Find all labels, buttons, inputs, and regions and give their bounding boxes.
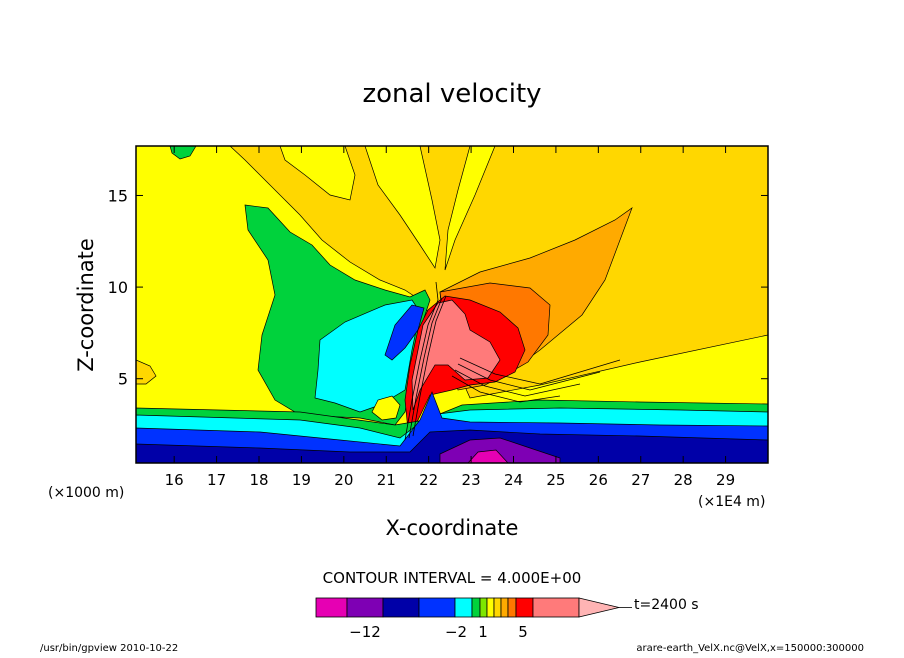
y-tick-label: 5 <box>118 370 128 389</box>
colorbar: −12 −2 1 5 <box>315 597 632 641</box>
band-magenta-low <box>467 449 509 463</box>
colorbar-tick-label: 1 <box>478 623 488 641</box>
x-tick-label: 26 <box>589 471 608 489</box>
colorbar-swatch <box>315 597 348 618</box>
contour-interval-label: CONTOUR INTERVAL = 4.000E+00 <box>323 569 582 587</box>
footer-left: /usr/bin/gpview 2010-10-22 <box>40 643 178 654</box>
x-tick-label: 23 <box>462 471 481 489</box>
colorbar-swatch <box>346 597 384 618</box>
colorbar-swatch <box>486 597 495 618</box>
x-tick-label: 18 <box>249 471 268 489</box>
region-top-green <box>169 146 197 160</box>
region-upper-yellow-3 <box>444 146 496 271</box>
y-axis: 5 10 15 <box>108 186 768 389</box>
colorbar-swatch <box>418 597 456 618</box>
x-tick-label: 20 <box>334 471 353 489</box>
x-unit-right: (×1E4 m) <box>698 494 765 510</box>
front-contour-lines <box>404 281 621 441</box>
x-unit-left: (×1000 m) <box>48 485 124 501</box>
colorbar-swatch <box>471 597 481 618</box>
y-tick-label: 15 <box>108 186 128 205</box>
plot-frame <box>135 145 769 464</box>
x-tick-label: 21 <box>377 471 396 489</box>
x-tick-label: 29 <box>716 471 735 489</box>
colorbar-swatch <box>454 597 473 618</box>
time-label: t=2400 s <box>634 597 699 613</box>
colorbar-swatch <box>507 597 517 618</box>
x-axis-label: X-coordinate <box>386 516 519 540</box>
x-tick-label: 22 <box>419 471 438 489</box>
region-upper-yellow-2 <box>364 146 441 269</box>
x-tick-label: 17 <box>207 471 226 489</box>
colorbar-swatch <box>500 597 509 618</box>
colorbar-swatch <box>382 597 420 618</box>
x-tick-label: 25 <box>546 471 565 489</box>
contour-field <box>136 146 768 463</box>
y-axis-label: Z-coordinate <box>74 238 98 372</box>
x-tick-label: 19 <box>292 471 311 489</box>
region-center-yellow <box>371 395 401 421</box>
region-upper-yellow-1 <box>279 146 356 201</box>
x-tick-label: 28 <box>674 471 693 489</box>
region-blue-patch <box>384 304 425 361</box>
band-navy-low <box>136 429 768 463</box>
band-purple-low <box>439 437 561 463</box>
footer-right: arare-earth_VelX.nc@VelX,x=150000:300000 <box>636 643 864 654</box>
x-tick-label: 16 <box>165 471 184 489</box>
x-axis: 16 17 18 19 20 21 22 23 24 25 26 27 28 29 <box>165 146 735 489</box>
colorbar-swatch <box>493 597 502 618</box>
colorbar-tick-label: 5 <box>518 623 528 641</box>
y-tick-label: 10 <box>108 278 128 297</box>
colorbar-arrow <box>578 597 620 618</box>
region-left-orange <box>136 359 157 385</box>
colorbar-swatch <box>479 597 488 618</box>
colorbar-swatch <box>515 597 534 618</box>
chart-title: zonal velocity <box>362 79 541 109</box>
x-tick-label: 27 <box>631 471 650 489</box>
colorbar-swatch <box>532 597 580 618</box>
colorbar-tick-label: −12 <box>349 623 381 641</box>
x-tick-label: 24 <box>504 471 523 489</box>
colorbar-tick-label: −2 <box>445 623 467 641</box>
